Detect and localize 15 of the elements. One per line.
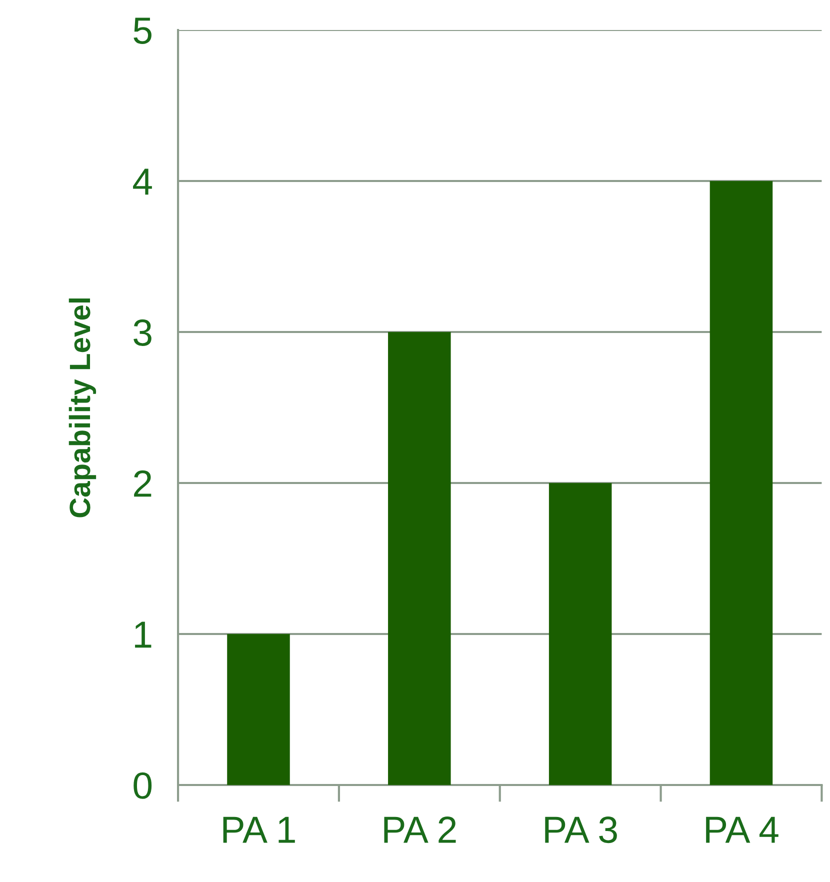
y-tick-label: 3 (134, 319, 152, 346)
x-tick-label: PA 1 (223, 816, 295, 843)
y-tick-label: 0 (134, 772, 152, 799)
y-axis-title: Capability Level (68, 298, 96, 518)
y-tick-label: 2 (134, 470, 152, 497)
bar (388, 332, 451, 785)
x-tick-label: PA 3 (545, 816, 617, 844)
y-tick-label: 4 (133, 168, 152, 195)
bar (548, 482, 612, 785)
y-tick-label: 5 (134, 18, 152, 44)
bar (227, 634, 290, 785)
x-tick-label: PA 2 (384, 816, 456, 843)
x-tick-label: PA 4 (706, 816, 778, 843)
y-tick-label: 1 (135, 622, 152, 648)
bar (710, 180, 773, 785)
